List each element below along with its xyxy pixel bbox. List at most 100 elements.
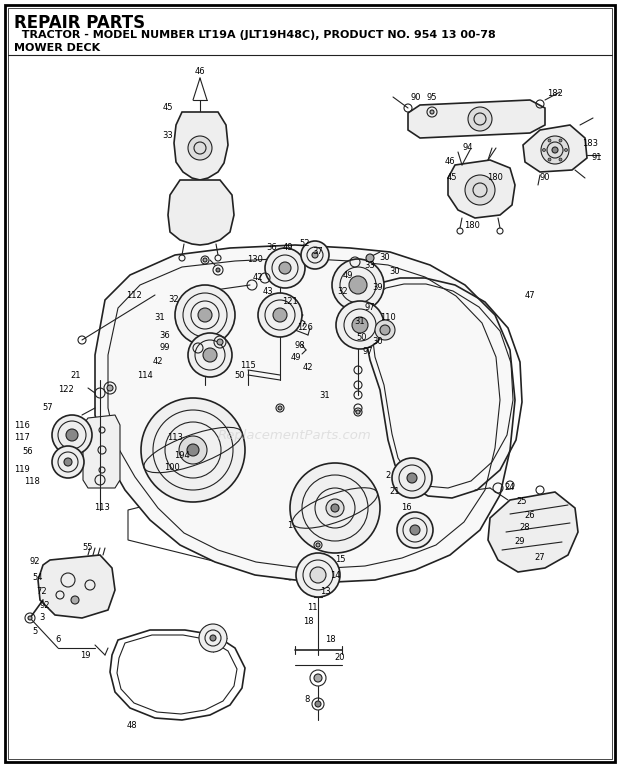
Text: 16: 16 xyxy=(401,503,411,512)
Text: 31: 31 xyxy=(320,390,330,400)
Circle shape xyxy=(468,107,492,131)
Circle shape xyxy=(296,553,340,597)
Text: 72: 72 xyxy=(37,588,47,597)
Circle shape xyxy=(356,410,360,414)
Circle shape xyxy=(187,444,199,456)
Text: 36: 36 xyxy=(267,243,277,252)
Text: 42: 42 xyxy=(253,274,264,282)
Text: 54: 54 xyxy=(33,574,43,582)
Polygon shape xyxy=(523,125,587,172)
Circle shape xyxy=(541,136,569,164)
Text: 5: 5 xyxy=(32,627,38,637)
Text: 8: 8 xyxy=(304,696,309,705)
Circle shape xyxy=(179,436,207,464)
Polygon shape xyxy=(83,415,120,488)
Text: 15: 15 xyxy=(335,555,345,565)
Circle shape xyxy=(407,473,417,483)
Text: ReplacementParts.com: ReplacementParts.com xyxy=(218,429,372,442)
Text: 110: 110 xyxy=(380,314,396,322)
Circle shape xyxy=(326,499,344,517)
Text: 36: 36 xyxy=(159,331,170,340)
Text: 26: 26 xyxy=(525,511,535,519)
Circle shape xyxy=(332,259,384,311)
Text: 92: 92 xyxy=(40,601,50,610)
Text: 21: 21 xyxy=(71,370,81,380)
Circle shape xyxy=(203,258,207,262)
Circle shape xyxy=(279,262,291,274)
Text: 37: 37 xyxy=(312,248,324,256)
Text: 43: 43 xyxy=(263,288,273,297)
Circle shape xyxy=(548,158,551,161)
Text: 50: 50 xyxy=(356,334,367,343)
Circle shape xyxy=(349,276,367,294)
Text: 1: 1 xyxy=(288,521,293,529)
Circle shape xyxy=(410,525,420,535)
Text: 2: 2 xyxy=(386,470,391,479)
Text: 13: 13 xyxy=(320,588,330,597)
Text: 3: 3 xyxy=(39,614,45,623)
Circle shape xyxy=(312,252,318,258)
Circle shape xyxy=(336,301,384,349)
Polygon shape xyxy=(38,555,115,618)
Circle shape xyxy=(198,308,212,322)
Polygon shape xyxy=(168,180,234,245)
Text: 92: 92 xyxy=(30,558,40,567)
Text: 18: 18 xyxy=(303,617,313,627)
Text: 116: 116 xyxy=(14,420,30,430)
Text: 115: 115 xyxy=(240,360,256,370)
Circle shape xyxy=(107,385,113,391)
Text: 50: 50 xyxy=(235,370,246,380)
Text: 98: 98 xyxy=(294,341,305,350)
Circle shape xyxy=(331,504,339,512)
Text: 90: 90 xyxy=(540,173,551,183)
Circle shape xyxy=(66,429,78,441)
Circle shape xyxy=(188,136,212,160)
Polygon shape xyxy=(488,492,578,572)
Text: 180: 180 xyxy=(464,220,480,229)
Text: 117: 117 xyxy=(14,433,30,443)
Circle shape xyxy=(273,308,287,322)
Circle shape xyxy=(352,317,368,333)
Circle shape xyxy=(28,616,32,620)
Circle shape xyxy=(175,285,235,345)
Circle shape xyxy=(375,320,395,340)
Circle shape xyxy=(542,149,546,152)
Text: 119: 119 xyxy=(14,466,30,475)
Text: 25: 25 xyxy=(516,498,527,506)
Text: 11: 11 xyxy=(307,604,317,613)
Circle shape xyxy=(564,149,567,152)
Text: 24: 24 xyxy=(505,483,515,492)
Text: 95: 95 xyxy=(427,93,437,101)
Circle shape xyxy=(552,147,558,153)
Text: 42: 42 xyxy=(303,364,313,373)
Circle shape xyxy=(210,635,216,641)
Text: 20: 20 xyxy=(335,653,345,663)
Circle shape xyxy=(188,333,232,377)
Text: 55: 55 xyxy=(82,544,93,552)
Text: 113: 113 xyxy=(167,433,183,443)
Text: 32: 32 xyxy=(338,288,348,297)
Circle shape xyxy=(315,701,321,707)
Circle shape xyxy=(465,175,495,205)
Circle shape xyxy=(290,463,380,553)
Text: 29: 29 xyxy=(515,538,525,547)
Text: 126: 126 xyxy=(297,324,313,333)
Text: 49: 49 xyxy=(283,243,293,252)
Circle shape xyxy=(397,512,433,548)
Circle shape xyxy=(64,458,72,466)
Circle shape xyxy=(203,348,217,362)
Text: 182: 182 xyxy=(547,88,563,97)
Text: 180: 180 xyxy=(487,173,503,183)
Circle shape xyxy=(217,339,223,345)
Circle shape xyxy=(199,624,227,652)
Circle shape xyxy=(141,398,245,502)
Polygon shape xyxy=(95,245,515,582)
Circle shape xyxy=(301,241,329,269)
Text: 46: 46 xyxy=(195,67,205,77)
Text: 45: 45 xyxy=(447,173,458,183)
Text: 18: 18 xyxy=(325,636,335,644)
Text: 90: 90 xyxy=(410,93,421,101)
Text: 194: 194 xyxy=(174,450,190,459)
Text: TRACTOR - MODEL NUMBER LT19A (JLT19H48C), PRODUCT NO. 954 13 00-78: TRACTOR - MODEL NUMBER LT19A (JLT19H48C)… xyxy=(14,30,496,40)
Circle shape xyxy=(216,268,220,272)
